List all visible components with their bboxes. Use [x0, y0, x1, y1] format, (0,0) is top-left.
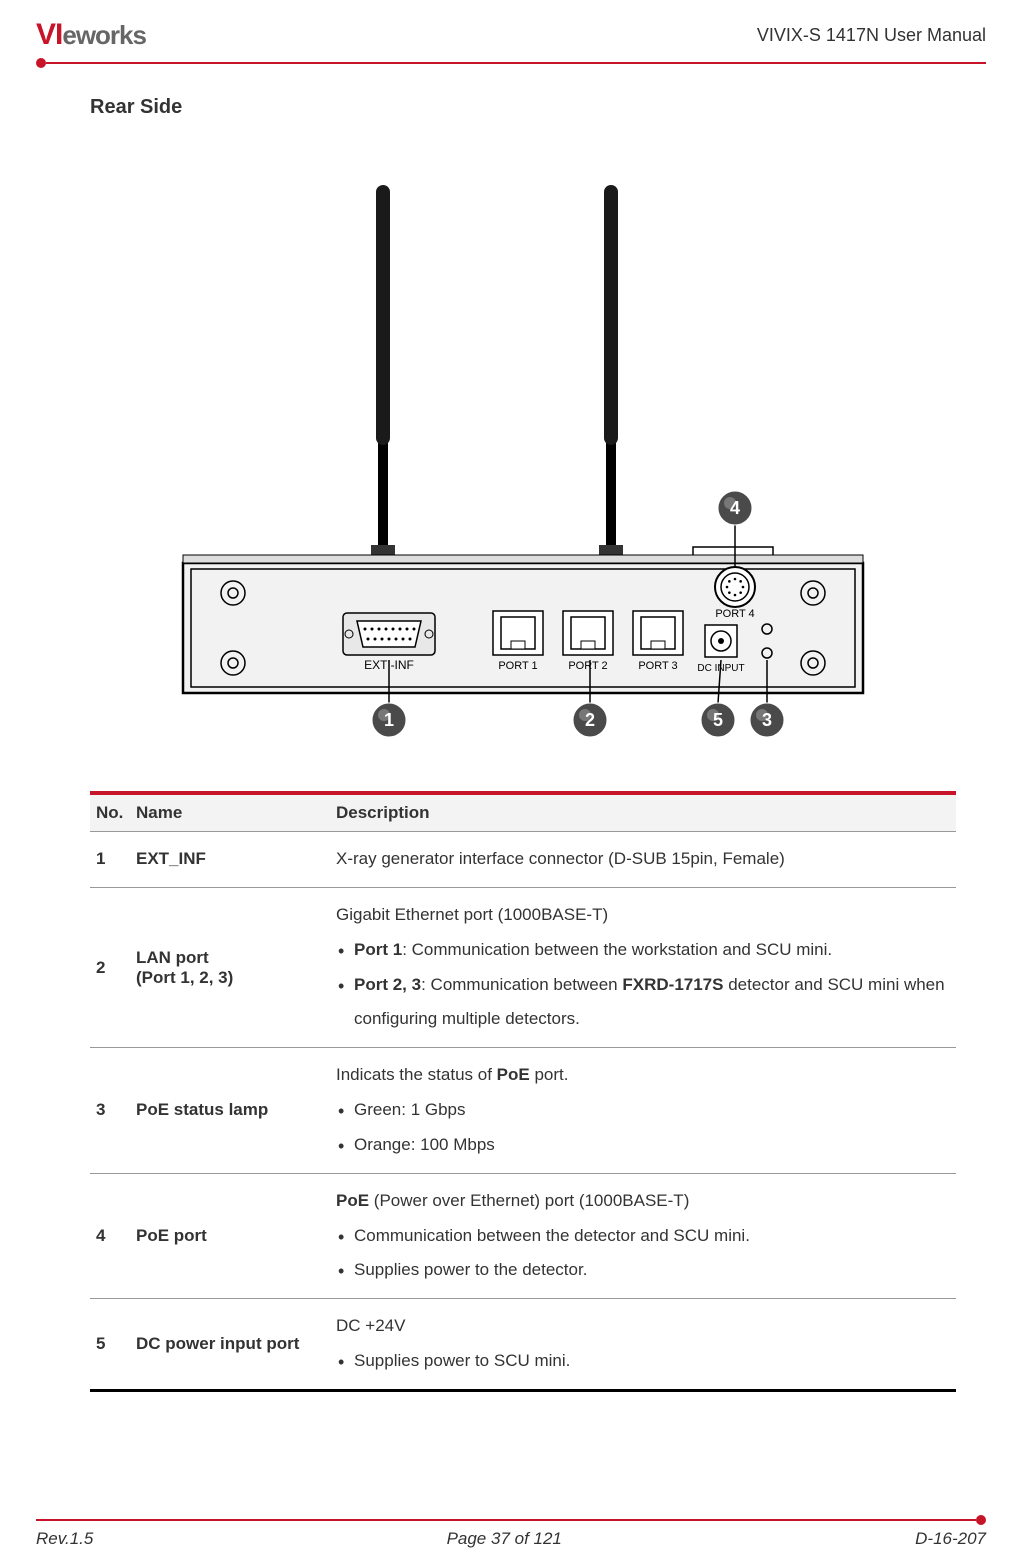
table-row: 2LAN port(Port 1, 2, 3)Gigabit Ethernet …: [90, 887, 956, 1047]
cell-name: PoE status lamp: [130, 1048, 330, 1174]
footer-page: Page 37 of 121: [447, 1529, 562, 1549]
cell-desc: X-ray generator interface connector (D-S…: [330, 832, 956, 888]
svg-text:PORT 2: PORT 2: [568, 660, 607, 672]
cell-no: 2: [90, 887, 130, 1047]
svg-text:5: 5: [713, 710, 723, 730]
table-body: 1EXT_INFX-ray generator interface connec…: [90, 832, 956, 1391]
cell-desc: Indicats the status of PoE port.Green: 1…: [330, 1048, 956, 1174]
cell-name: DC power input port: [130, 1299, 330, 1391]
cell-name: LAN port(Port 1, 2, 3): [130, 887, 330, 1047]
table: No. Name Description 1EXT_INFX-ray gener…: [90, 791, 956, 1392]
page-content: Rear Side EXT -INFPORT 1PORT 2PORT 3PORT…: [36, 96, 986, 1392]
cell-desc: PoE (Power over Ethernet) port (1000BASE…: [330, 1173, 956, 1299]
table-row: 1EXT_INFX-ray generator interface connec…: [90, 832, 956, 888]
section-title: Rear Side: [90, 96, 956, 119]
svg-text:PORT 3: PORT 3: [638, 660, 677, 672]
logo: VIeworks: [36, 18, 146, 52]
cell-no: 5: [90, 1299, 130, 1391]
logo-mark: VI: [36, 18, 62, 51]
logo-text: eworks: [62, 20, 146, 50]
svg-text:2: 2: [585, 710, 595, 730]
svg-text:4: 4: [730, 498, 740, 518]
col-header-name: Name: [130, 793, 330, 832]
svg-text:PORT 1: PORT 1: [498, 660, 537, 672]
page-footer: Rev.1.5 Page 37 of 121 D-16-207: [36, 1515, 986, 1549]
footer-divider: [36, 1515, 986, 1525]
diagram-svg: EXT -INFPORT 1PORT 2PORT 3PORT 4DC INPUT…: [163, 155, 883, 755]
ports-table: No. Name Description 1EXT_INFX-ray gener…: [90, 791, 956, 1392]
col-header-no: No.: [90, 793, 130, 832]
svg-text:PORT 4: PORT 4: [715, 608, 754, 620]
table-row: 4PoE portPoE (Power over Ethernet) port …: [90, 1173, 956, 1299]
page-header: VIeworks VIVIX-S 1417N User Manual: [36, 18, 986, 56]
footer-docid: D-16-207: [915, 1529, 986, 1549]
rear-side-diagram: EXT -INFPORT 1PORT 2PORT 3PORT 4DC INPUT…: [90, 155, 956, 755]
col-header-desc: Description: [330, 793, 956, 832]
cell-no: 1: [90, 832, 130, 888]
cell-name: PoE port: [130, 1173, 330, 1299]
cell-desc: DC +24VSupplies power to SCU mini.: [330, 1299, 956, 1391]
cell-no: 3: [90, 1048, 130, 1174]
table-row: 5DC power input portDC +24VSupplies powe…: [90, 1299, 956, 1391]
footer-rev: Rev.1.5: [36, 1529, 93, 1549]
cell-desc: Gigabit Ethernet port (1000BASE-T)Port 1…: [330, 887, 956, 1047]
header-divider: [36, 56, 986, 66]
document-title: VIVIX-S 1417N User Manual: [757, 25, 986, 46]
cell-name: EXT_INF: [130, 832, 330, 888]
svg-text:1: 1: [384, 710, 394, 730]
svg-text:3: 3: [762, 710, 772, 730]
cell-no: 4: [90, 1173, 130, 1299]
table-row: 3PoE status lampIndicats the status of P…: [90, 1048, 956, 1174]
table-head: No. Name Description: [90, 793, 956, 832]
